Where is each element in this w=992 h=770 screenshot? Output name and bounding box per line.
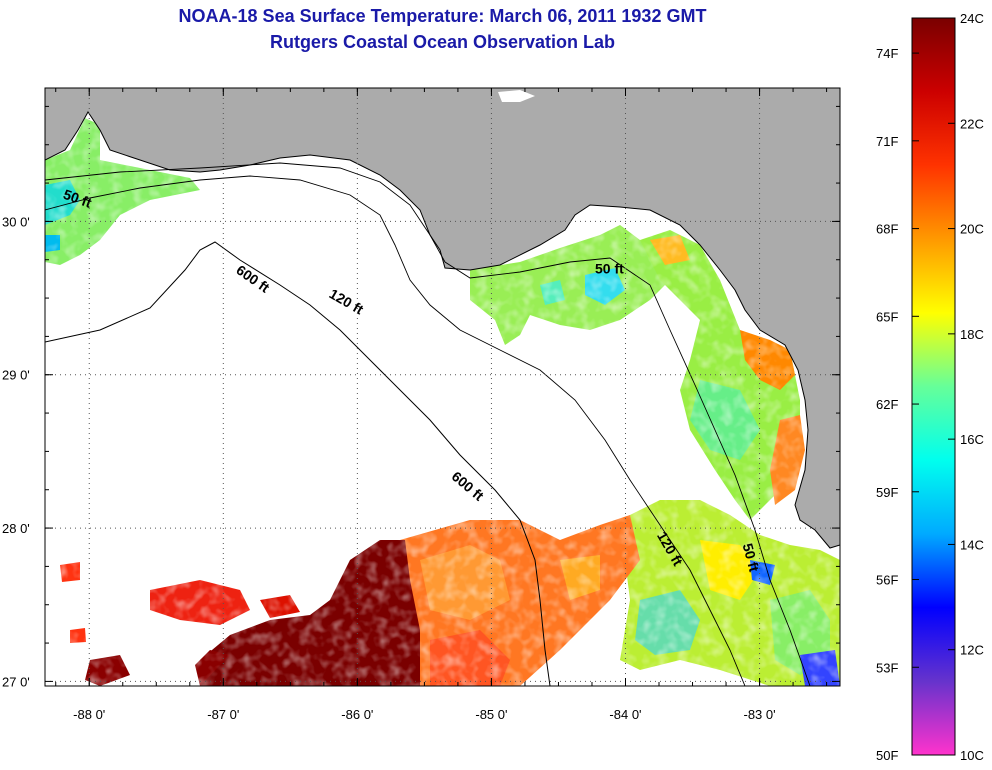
colorbar-celsius-labels: 24C 22C 20C 18C 16C 14C 12C 10C	[948, 11, 984, 763]
x-tick-label: -86 0'	[341, 707, 373, 722]
land-area	[45, 88, 840, 548]
colorbar-celsius-label: 24C	[960, 11, 984, 26]
colorbar-celsius-label: 20C	[960, 222, 984, 237]
colorbar-fahrenheit-label: 53F	[876, 660, 898, 675]
colorbar-fahrenheit-labels: 74F 71F 68F 65F 62F 59F 56F 53F 50F	[876, 46, 919, 763]
colorbar-celsius-label: 22C	[960, 116, 984, 131]
x-tick-label: -85 0'	[475, 707, 507, 722]
colorbar-celsius-label: 14C	[960, 537, 984, 552]
x-tick-label: -83 0'	[743, 707, 775, 722]
colorbar-fahrenheit-label: 65F	[876, 309, 898, 324]
colorbar-celsius-label: 12C	[960, 643, 984, 658]
colorbar-celsius-label: 10C	[960, 748, 984, 763]
y-tick-label: 27 0'	[2, 674, 30, 689]
contour-600ft	[45, 241, 551, 686]
map-title: NOAA-18 Sea Surface Temperature: March 0…	[178, 6, 707, 26]
contour-120ft	[45, 175, 746, 686]
map-subtitle: Rutgers Coastal Ocean Observation Lab	[269, 32, 616, 52]
map-frame	[44, 87, 841, 687]
colorbar-fahrenheit-label: 68F	[876, 222, 898, 237]
colorbar-fahrenheit-label: 59F	[876, 485, 898, 500]
colorbar-fahrenheit-label: 71F	[876, 134, 898, 149]
x-tick-label: -88 0'	[73, 707, 105, 722]
colorbar-celsius-label: 16C	[960, 432, 984, 447]
contour-label: 50 ft	[595, 261, 624, 277]
x-tick-label: -87 0'	[207, 707, 239, 722]
colorbar-fahrenheit-label: 50F	[876, 748, 898, 763]
coastline	[45, 111, 840, 549]
colorbar-fahrenheit-label: 62F	[876, 397, 898, 412]
x-tick-label: -84 0'	[609, 707, 641, 722]
colorbar-fahrenheit-label: 56F	[876, 573, 898, 588]
y-tick-label: 30 0'	[2, 214, 30, 229]
contour-label: 50 ft	[740, 541, 763, 573]
colorbar-scale	[911, 17, 956, 756]
latitude-axis: 27 0' 28 0' 29 0' 30 0'	[2, 105, 840, 689]
y-tick-label: 28 0'	[2, 521, 30, 536]
longitude-axis: -88 0' -87 0' -86 0' -85 0' -84 0' -83 0'	[55, 88, 828, 722]
colorbar-celsius-label: 18C	[960, 327, 984, 342]
colorbar-fahrenheit-label: 74F	[876, 46, 898, 61]
y-tick-label: 29 0'	[2, 368, 30, 383]
contour-50ft	[45, 162, 811, 686]
